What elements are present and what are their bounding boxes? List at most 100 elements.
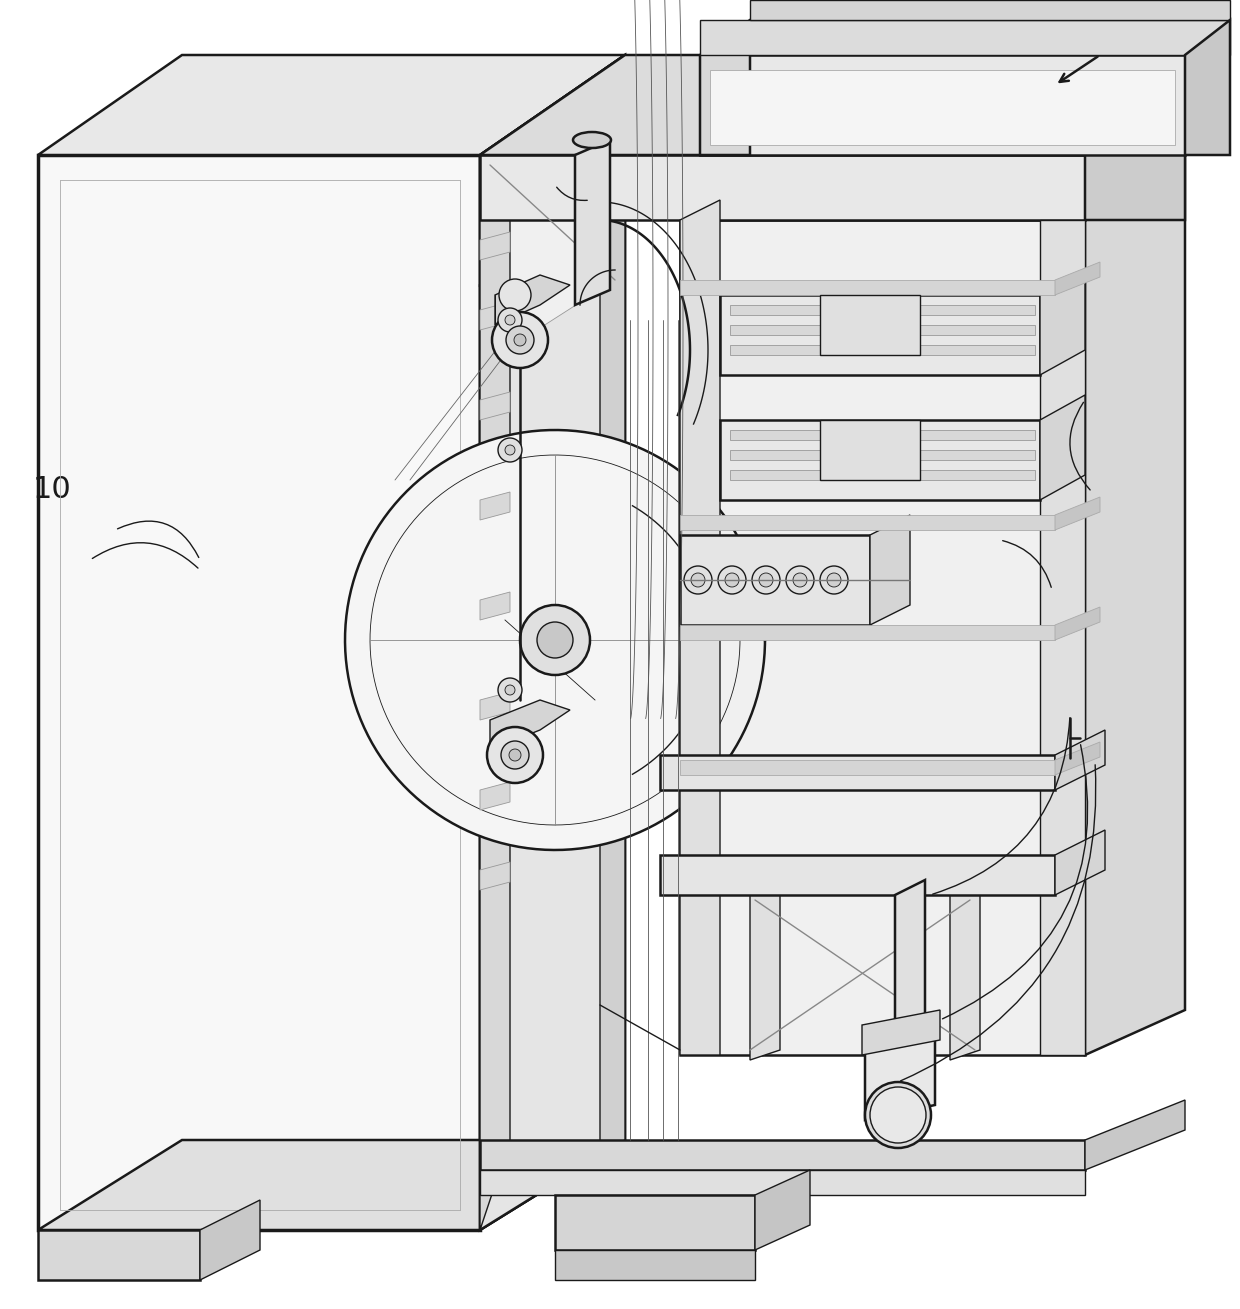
Circle shape <box>866 1083 931 1148</box>
Polygon shape <box>1040 220 1085 1055</box>
Polygon shape <box>701 20 750 154</box>
Polygon shape <box>1040 395 1085 500</box>
Polygon shape <box>480 863 510 890</box>
Circle shape <box>501 741 529 768</box>
Circle shape <box>537 622 573 658</box>
Polygon shape <box>1055 497 1100 530</box>
Polygon shape <box>680 220 1085 1055</box>
Polygon shape <box>720 420 1040 500</box>
Polygon shape <box>1085 55 1185 220</box>
Polygon shape <box>600 65 625 1151</box>
Polygon shape <box>480 781 510 810</box>
Polygon shape <box>480 55 625 285</box>
Circle shape <box>684 565 712 594</box>
Text: 130: 130 <box>1075 702 1128 729</box>
Polygon shape <box>895 880 925 1050</box>
Polygon shape <box>730 450 1035 459</box>
Circle shape <box>794 573 807 586</box>
Polygon shape <box>345 429 765 850</box>
Polygon shape <box>38 1140 625 1230</box>
Polygon shape <box>701 20 1230 55</box>
Polygon shape <box>1040 270 1085 374</box>
Polygon shape <box>480 391 510 420</box>
Polygon shape <box>1055 262 1100 295</box>
Polygon shape <box>38 154 480 1230</box>
Circle shape <box>505 315 515 325</box>
Circle shape <box>786 565 813 594</box>
Polygon shape <box>870 514 910 624</box>
Polygon shape <box>480 302 510 330</box>
Polygon shape <box>556 1195 755 1250</box>
Circle shape <box>718 565 746 594</box>
Polygon shape <box>1055 742 1100 775</box>
Polygon shape <box>1055 730 1105 791</box>
Circle shape <box>515 334 526 346</box>
Polygon shape <box>38 55 625 154</box>
Circle shape <box>498 678 522 702</box>
Circle shape <box>498 279 531 312</box>
Circle shape <box>505 445 515 456</box>
Text: 1: 1 <box>1105 80 1125 110</box>
Polygon shape <box>730 305 1035 315</box>
Text: 100: 100 <box>1097 747 1151 776</box>
Text: 700: 700 <box>528 151 582 179</box>
Polygon shape <box>820 295 920 355</box>
Polygon shape <box>480 1140 1085 1170</box>
Circle shape <box>691 573 706 586</box>
Polygon shape <box>660 855 1055 895</box>
Polygon shape <box>1085 1100 1185 1170</box>
Circle shape <box>751 565 780 594</box>
Ellipse shape <box>573 132 611 148</box>
Circle shape <box>759 573 773 586</box>
Polygon shape <box>701 55 1185 154</box>
Polygon shape <box>755 1170 810 1250</box>
Polygon shape <box>480 492 510 520</box>
Circle shape <box>508 749 521 761</box>
Polygon shape <box>200 1200 260 1280</box>
Polygon shape <box>480 55 625 1230</box>
Polygon shape <box>490 700 570 750</box>
Text: 10: 10 <box>32 475 72 504</box>
Circle shape <box>492 312 548 368</box>
Polygon shape <box>1055 607 1100 640</box>
Polygon shape <box>480 154 1085 220</box>
Polygon shape <box>1185 20 1230 154</box>
Circle shape <box>506 326 534 353</box>
Text: 200: 200 <box>503 980 557 1009</box>
Circle shape <box>487 726 543 783</box>
Circle shape <box>725 573 739 586</box>
Polygon shape <box>730 470 1035 480</box>
Polygon shape <box>556 1250 755 1280</box>
Circle shape <box>827 573 841 586</box>
Polygon shape <box>862 1011 940 1055</box>
Polygon shape <box>680 280 1055 295</box>
Polygon shape <box>575 140 610 305</box>
Polygon shape <box>1085 154 1185 1055</box>
Circle shape <box>505 685 515 695</box>
Polygon shape <box>720 295 1040 374</box>
Polygon shape <box>1055 830 1105 895</box>
Circle shape <box>520 605 590 675</box>
Circle shape <box>820 565 848 594</box>
Polygon shape <box>480 1170 1085 1195</box>
Polygon shape <box>490 69 615 190</box>
Polygon shape <box>660 755 1055 791</box>
Polygon shape <box>480 692 510 720</box>
Polygon shape <box>950 880 980 1060</box>
Polygon shape <box>480 592 510 620</box>
Circle shape <box>870 1086 926 1143</box>
Polygon shape <box>480 200 625 1230</box>
Polygon shape <box>680 535 870 624</box>
Circle shape <box>498 439 522 462</box>
Polygon shape <box>711 69 1176 145</box>
Polygon shape <box>680 514 1055 530</box>
Polygon shape <box>38 1230 200 1280</box>
Polygon shape <box>820 420 920 480</box>
Polygon shape <box>680 624 1055 640</box>
Polygon shape <box>680 761 1055 775</box>
Polygon shape <box>480 232 510 260</box>
Polygon shape <box>750 880 780 1060</box>
Polygon shape <box>495 275 570 325</box>
Polygon shape <box>730 429 1035 440</box>
Polygon shape <box>866 1020 935 1121</box>
